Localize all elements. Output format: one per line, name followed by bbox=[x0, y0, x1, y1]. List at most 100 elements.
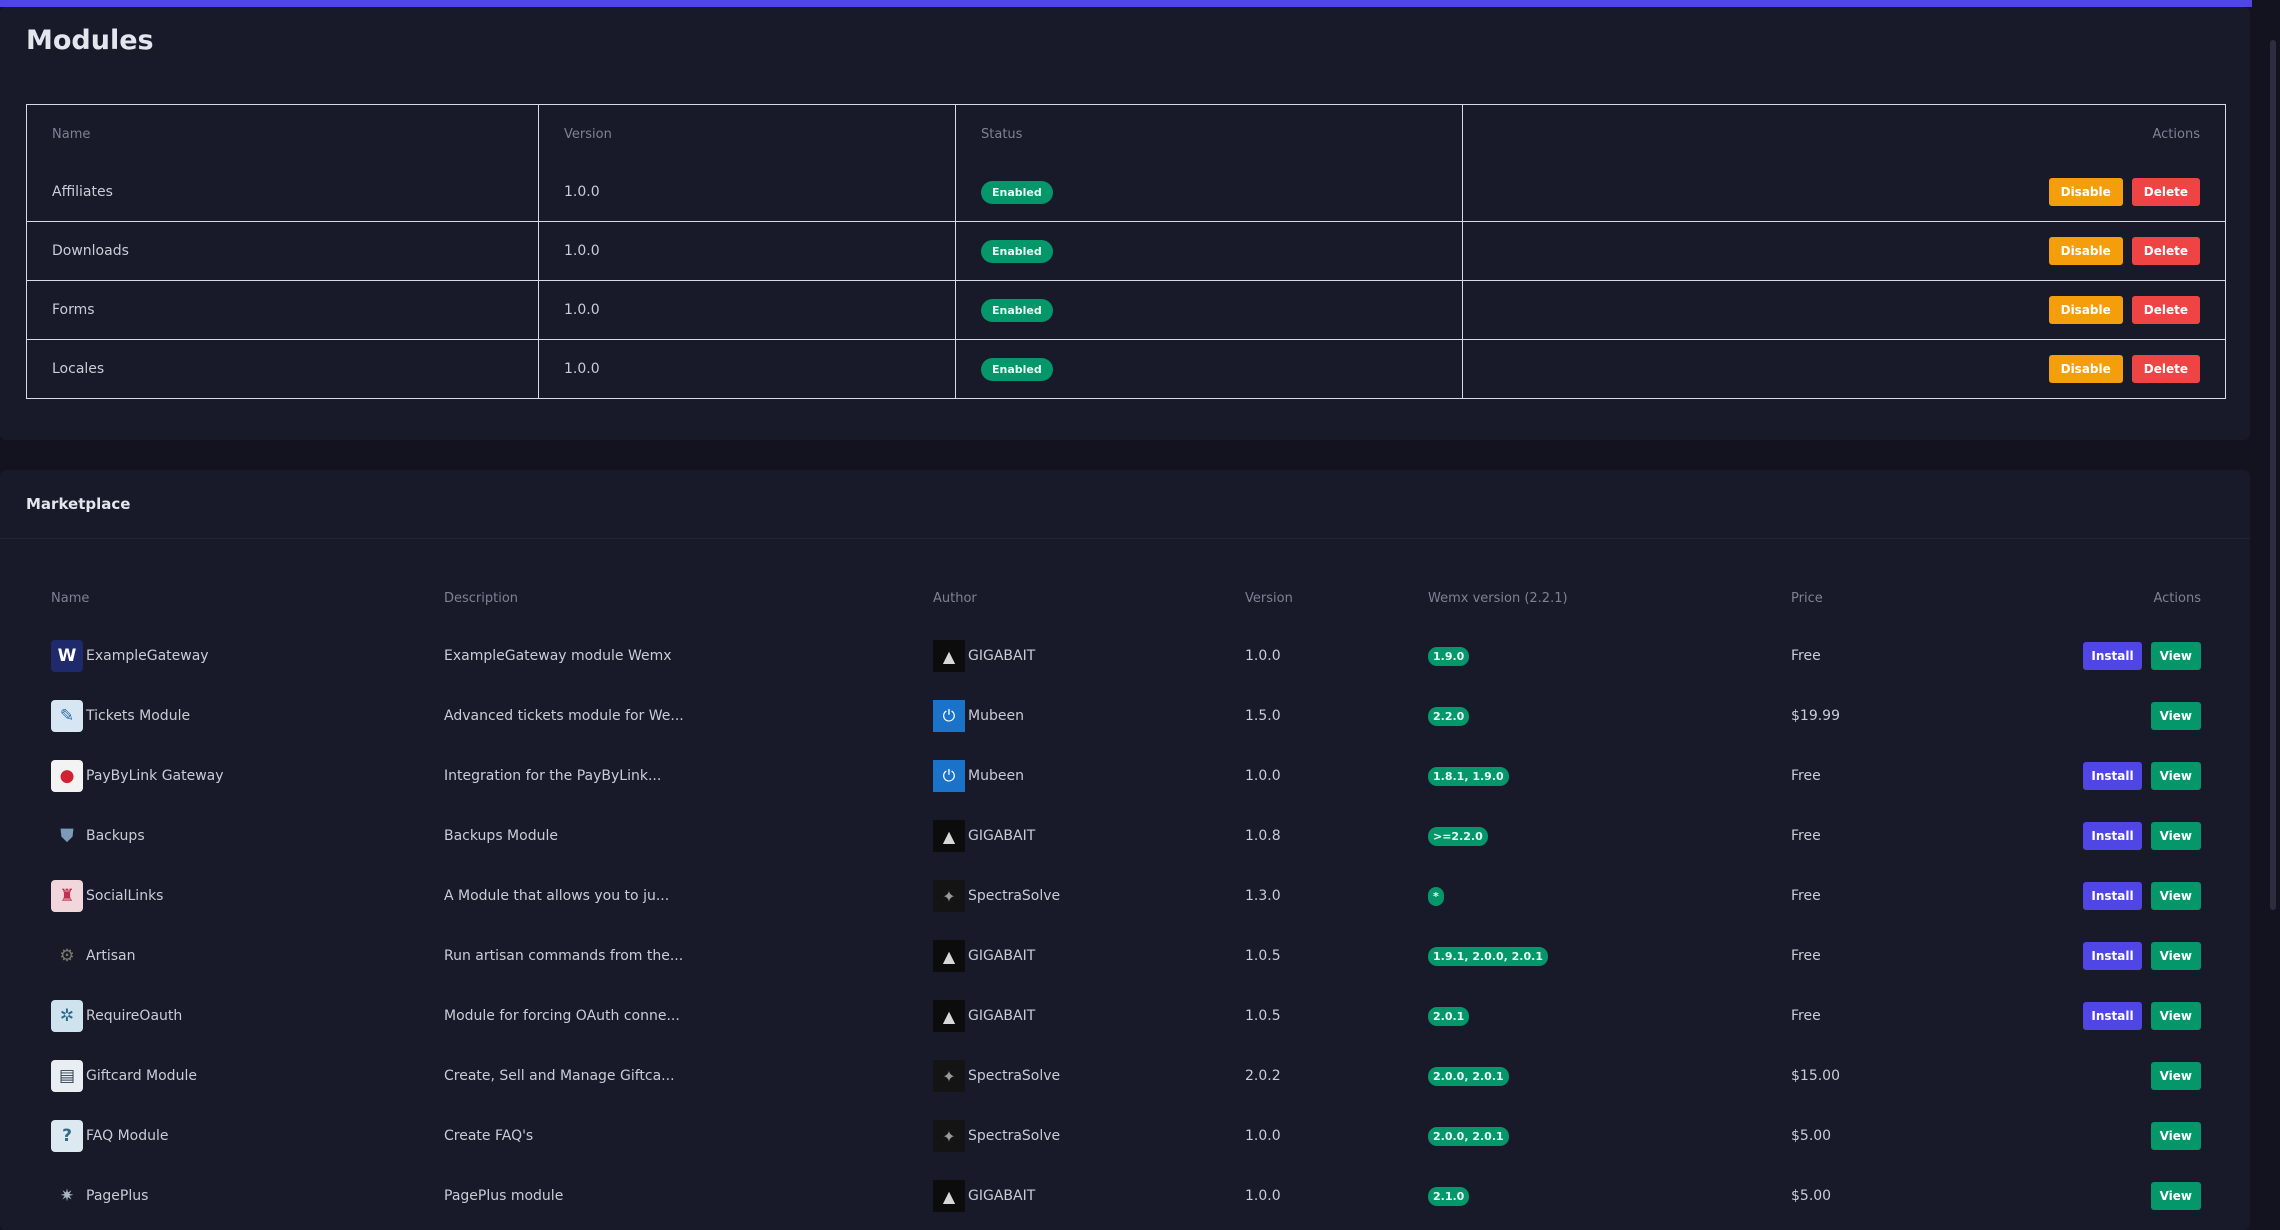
wemx-version-cell: >=2.2.0 bbox=[1403, 806, 1766, 866]
disable-button[interactable]: Disable bbox=[2048, 178, 2123, 206]
name-cell: ⚙ Artisan bbox=[26, 926, 419, 986]
status-badge: Enabled bbox=[981, 357, 1053, 381]
modules-card: Modules Name Version Status Actions Affi… bbox=[0, 7, 2250, 440]
modules-table: Name Version Status Actions Affiliates 1… bbox=[26, 104, 2226, 399]
install-button[interactable]: Install bbox=[2083, 822, 2142, 850]
power-icon: ⏻ bbox=[933, 700, 965, 732]
table-row: ⛊ Backups Backups Module ▲ GIGABAIT 1.0.8 >=2.… bbox=[26, 806, 2226, 866]
actions-cell: Disable Delete bbox=[1462, 339, 2226, 399]
artisan-icon: ⚙ bbox=[59, 946, 75, 966]
wemx-version-cell: 2.0.0, 2.0.1 bbox=[1403, 1106, 1766, 1166]
author-name: SpectraSolve bbox=[968, 888, 1061, 904]
wemx-version-badge: 1.8.1, 1.9.0 bbox=[1428, 766, 1509, 786]
view-button[interactable]: View bbox=[2150, 702, 2201, 730]
disable-button[interactable]: Disable bbox=[2048, 237, 2123, 265]
wemx-version-cell: 2.0.1 bbox=[1403, 986, 1766, 1046]
view-button[interactable]: View bbox=[2150, 822, 2201, 850]
actions-cell: Install View bbox=[2016, 626, 2226, 686]
module-name: Backups bbox=[86, 828, 145, 844]
view-button[interactable]: View bbox=[2150, 1002, 2201, 1030]
table-row: ● PayByLink Gateway Integration for the Pa… bbox=[26, 746, 2226, 806]
module-description: Run artisan commands from the... bbox=[444, 948, 684, 964]
install-button[interactable]: Install bbox=[2083, 642, 2142, 670]
disable-button[interactable]: Disable bbox=[2048, 296, 2123, 324]
author-name: GIGABAIT bbox=[968, 948, 1036, 964]
author-name: SpectraSolve bbox=[968, 1128, 1061, 1144]
wemx-version-cell: 2.0.0, 2.0.1 bbox=[1403, 1046, 1766, 1106]
giftcard-icon: ▤ bbox=[51, 1060, 83, 1092]
wemx-version-cell: 2.1.0 bbox=[1403, 1166, 1766, 1226]
top-accent-bar bbox=[0, 0, 2280, 7]
status-cell: Enabled bbox=[955, 221, 1463, 281]
disable-button[interactable]: Disable bbox=[2048, 355, 2123, 383]
view-button[interactable]: View bbox=[2150, 1182, 2201, 1210]
module-name: ExampleGateway bbox=[86, 648, 209, 664]
install-button[interactable]: Install bbox=[2083, 1002, 2142, 1030]
actions-cell: Disable Delete bbox=[1462, 163, 2226, 222]
marketplace-table: Name Description Author Version Wemx ver… bbox=[26, 570, 2226, 1226]
scrollbar-thumb[interactable] bbox=[2270, 40, 2276, 910]
module-name: PayByLink Gateway bbox=[86, 768, 224, 784]
name-cell: ▤ Giftcard Module bbox=[26, 1046, 419, 1106]
spectrasolve-logo-icon: ✦ bbox=[933, 880, 965, 912]
view-button[interactable]: View bbox=[2150, 942, 2201, 970]
view-button[interactable]: View bbox=[2150, 762, 2201, 790]
actions-cell: Install View bbox=[2016, 986, 2226, 1046]
wemx-version-badge: 2.0.1 bbox=[1428, 1006, 1470, 1026]
module-version: 1.0.5 bbox=[1245, 948, 1281, 964]
view-button[interactable]: View bbox=[2150, 1062, 2201, 1090]
module-description: Integration for the PayByLink... bbox=[444, 768, 662, 784]
hooded-figure-icon: ▲ bbox=[933, 640, 965, 672]
status-cell: Enabled bbox=[955, 163, 1463, 222]
delete-button[interactable]: Delete bbox=[2131, 237, 2200, 265]
table-row: ✎ Tickets Module Advanced tickets module f… bbox=[26, 686, 2226, 746]
author-name: GIGABAIT bbox=[968, 828, 1036, 844]
view-button[interactable]: View bbox=[2150, 1122, 2201, 1150]
delete-button[interactable]: Delete bbox=[2131, 355, 2200, 383]
wemx-version-cell: * bbox=[1403, 866, 1766, 926]
name-cell: ♜ SocialLinks bbox=[26, 866, 419, 926]
ticket-icon: ✎ bbox=[51, 700, 83, 732]
table-row: Forms 1.0.0 Enabled Disable Delete bbox=[26, 280, 2226, 340]
col-description-header: Description bbox=[444, 590, 519, 606]
scrollbar[interactable] bbox=[2252, 0, 2280, 1223]
view-button[interactable]: View bbox=[2150, 882, 2201, 910]
module-price: Free bbox=[1791, 828, 1821, 844]
divider bbox=[0, 538, 2250, 539]
wemx-version-cell: 1.9.0 bbox=[1403, 626, 1766, 686]
name-cell: W ExampleGateway bbox=[26, 626, 419, 686]
pageplus-icon: ✷ bbox=[59, 1186, 75, 1206]
module-version: 1.3.0 bbox=[1245, 888, 1281, 904]
hooded-figure-icon: ▲ bbox=[933, 1000, 965, 1032]
module-description: Create FAQ's bbox=[444, 1128, 534, 1144]
table-row: ♜ SocialLinks A Module that allows you to … bbox=[26, 866, 2226, 926]
table-row: ? FAQ Module Create FAQ's ✦ SpectraSolve 1.0.… bbox=[26, 1106, 2226, 1166]
module-version: 1.0.0 bbox=[538, 339, 956, 399]
module-description: A Module that allows you to ju... bbox=[444, 888, 670, 904]
table-row: ▤ Giftcard Module Create, Sell and Manage … bbox=[26, 1046, 2226, 1106]
module-description: Advanced tickets module for We... bbox=[444, 708, 684, 724]
col-version-header: Version bbox=[1245, 590, 1293, 606]
module-name: Forms bbox=[26, 280, 539, 340]
delete-button[interactable]: Delete bbox=[2131, 296, 2200, 324]
table-row: ✷ PagePlus PagePlus module ▲ GIGABAIT 1.0.0 2.… bbox=[26, 1166, 2226, 1226]
install-button[interactable]: Install bbox=[2083, 882, 2142, 910]
name-cell: ⛊ Backups bbox=[26, 806, 419, 866]
wemx-logo-icon: W bbox=[51, 640, 83, 672]
page-title: Modules bbox=[26, 25, 154, 56]
install-button[interactable]: Install bbox=[2083, 942, 2142, 970]
actions-cell: View bbox=[2016, 1166, 2226, 1226]
install-button[interactable]: Install bbox=[2083, 762, 2142, 790]
marketplace-table-body: W ExampleGateway ExampleGateway module Wem… bbox=[26, 626, 2226, 1226]
module-price: Free bbox=[1791, 888, 1821, 904]
oauth-gear-icon: ✲ bbox=[51, 1000, 83, 1032]
view-button[interactable]: View bbox=[2150, 642, 2201, 670]
module-price: $19.99 bbox=[1791, 708, 1840, 724]
col-status-header: Status bbox=[955, 104, 1463, 163]
delete-button[interactable]: Delete bbox=[2131, 178, 2200, 206]
module-version: 1.0.0 bbox=[1245, 648, 1281, 664]
col-wemx-version-header: Wemx version (2.2.1) bbox=[1428, 590, 1568, 606]
module-version: 1.0.0 bbox=[1245, 1128, 1281, 1144]
marketplace-card: Marketplace Name Description Author Vers… bbox=[0, 470, 2250, 1230]
actions-cell: Disable Delete bbox=[1462, 221, 2226, 281]
